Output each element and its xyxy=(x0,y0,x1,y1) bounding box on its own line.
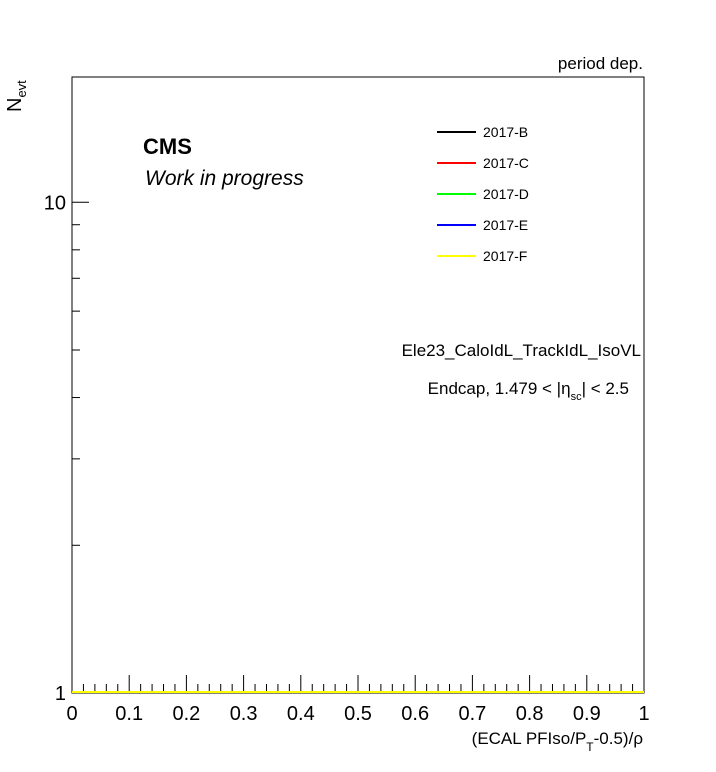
y-tick-label: 10 xyxy=(44,192,66,214)
y-axis-label: Nevt xyxy=(4,80,29,112)
region-label: Endcap, 1.479 < |ηsc| < 2.5 xyxy=(428,379,629,403)
region-label-sub: sc xyxy=(571,391,583,403)
legend-entry: 2017-D xyxy=(483,186,529,202)
x-tick-label: 0 xyxy=(66,703,77,725)
x-axis-ticks: 0 0.1 0.2 0.3 0.4 0.5 0.6 0.7 0.8 0.9 1 xyxy=(66,675,650,725)
trigger-label: Ele23_CaloIdL_TrackIdL_IsoVL xyxy=(402,341,641,360)
region-label-prefix: Endcap, 1.479 < | xyxy=(428,379,561,398)
region-label-suffix: | < 2.5 xyxy=(582,379,629,398)
x-tick-label: 0.4 xyxy=(287,703,315,725)
x-tick-label: 0.6 xyxy=(401,703,429,725)
x-tick-label: 0.9 xyxy=(573,703,601,725)
x-axis-label-tail: -0.5)/ρ xyxy=(594,729,643,748)
x-axis-label-sub: T xyxy=(586,740,594,754)
x-tick-label: 0.1 xyxy=(115,703,143,725)
x-tick-label: 0.8 xyxy=(516,703,544,725)
x-tick-label: 0.3 xyxy=(230,703,258,725)
corner-label: period dep. xyxy=(558,54,643,73)
y-axis-label-sub: evt xyxy=(14,80,29,98)
legend-entry: 2017-E xyxy=(483,217,528,233)
legend-entry: 2017-B xyxy=(483,124,528,140)
legend-entry: 2017-F xyxy=(483,248,527,264)
x-axis-label-main: (ECAL PFIso/P xyxy=(472,729,587,748)
legend: 2017-B 2017-C 2017-D 2017-E 2017-F xyxy=(437,124,529,264)
y-axis-ticks: 1 10 xyxy=(44,192,89,705)
x-axis-label: (ECAL PFIso/PT-0.5)/ρ xyxy=(472,729,643,754)
region-label-eta: η xyxy=(561,379,570,398)
y-axis-label-main: N xyxy=(4,98,26,112)
work-in-progress-label: Work in progress xyxy=(145,167,304,190)
x-tick-label: 0.5 xyxy=(344,703,372,725)
y-tick-label: 1 xyxy=(55,683,66,705)
x-tick-label: 1 xyxy=(638,703,649,725)
x-tick-label: 0.2 xyxy=(172,703,200,725)
legend-entry: 2017-C xyxy=(483,155,529,171)
cms-label: CMS xyxy=(143,134,192,159)
x-tick-label: 0.7 xyxy=(458,703,486,725)
